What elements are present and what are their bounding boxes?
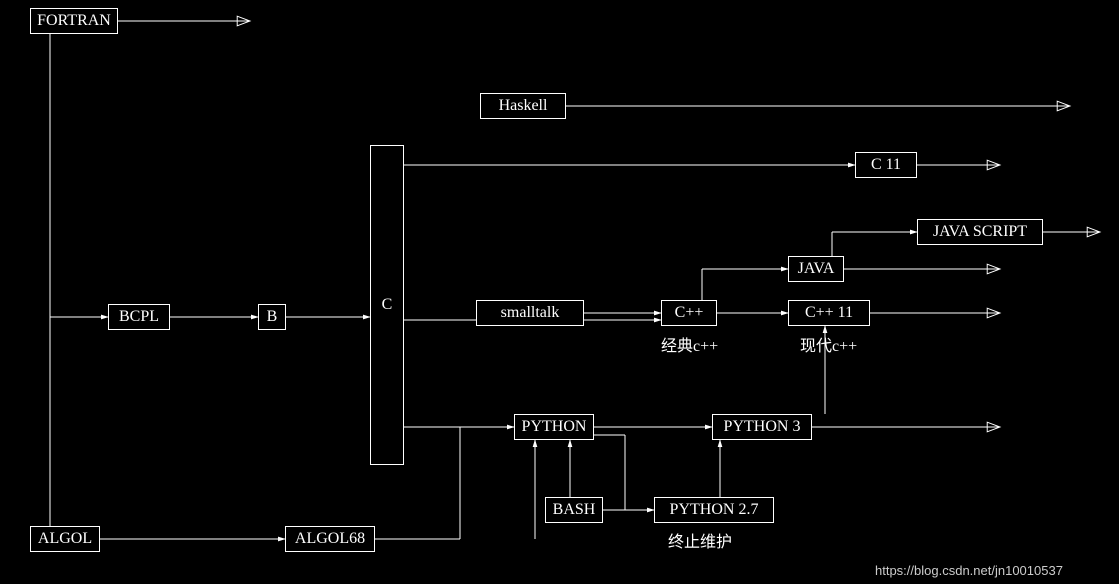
- node-bcpl: BCPL: [108, 304, 170, 330]
- node-python27: PYTHON 2.7: [654, 497, 774, 523]
- node-fortran: FORTRAN: [30, 8, 118, 34]
- node-c: C: [370, 145, 404, 465]
- node-java: JAVA: [788, 256, 844, 282]
- node-cpp: C++: [661, 300, 717, 326]
- node-haskell: Haskell: [480, 93, 566, 119]
- node-python: PYTHON: [514, 414, 594, 440]
- node-cpp11: C++ 11: [788, 300, 870, 326]
- label-eol: 终止维护: [668, 528, 732, 552]
- node-bash: BASH: [545, 497, 603, 523]
- node-algol: ALGOL: [30, 526, 100, 552]
- node-algol68: ALGOL68: [285, 526, 375, 552]
- node-python3: PYTHON 3: [712, 414, 812, 440]
- node-javascript: JAVA SCRIPT: [917, 219, 1043, 245]
- label-classic_cpp: 经典c++: [661, 332, 718, 356]
- node-c11: C 11: [855, 152, 917, 178]
- node-b: B: [258, 304, 286, 330]
- label-modern_cpp: 现代c++: [800, 332, 857, 356]
- watermark: https://blog.csdn.net/jn10010537: [875, 563, 1063, 578]
- node-smalltalk: smalltalk: [476, 300, 584, 326]
